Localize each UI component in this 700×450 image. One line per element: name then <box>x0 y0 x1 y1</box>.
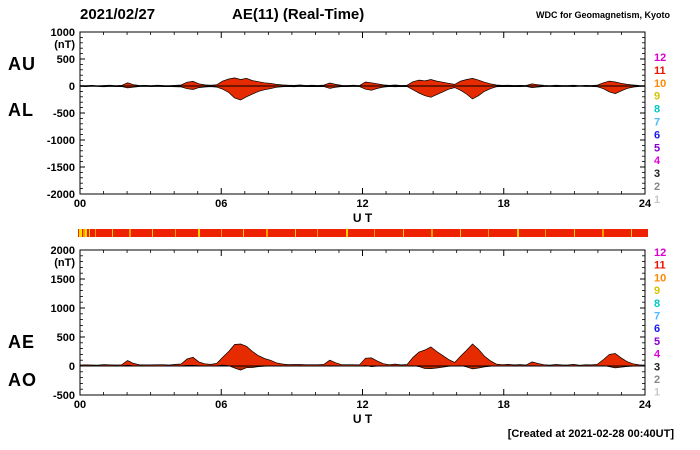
station-number-10: 10 <box>654 272 666 284</box>
station-number-2: 2 <box>654 181 660 193</box>
station-number-2: 2 <box>654 374 660 386</box>
station-number-8: 8 <box>654 298 660 310</box>
station-number-5: 5 <box>654 142 660 154</box>
x-tick-label: 12 <box>356 399 368 411</box>
trace-line-au <box>79 77 646 87</box>
label-al: AL <box>8 100 34 120</box>
availability-fleck <box>82 229 85 237</box>
station-number-4: 4 <box>654 349 661 361</box>
availability-fleck <box>431 229 434 237</box>
organization-credit: WDC for Geomagnetism, Kyoto <box>535 10 670 20</box>
y-tick-label: 0 <box>69 361 75 373</box>
y-tick-label: 500 <box>57 332 75 344</box>
station-number-7: 7 <box>654 311 660 323</box>
availability-fleck <box>243 229 245 237</box>
label-au: AU <box>8 54 36 74</box>
station-number-6: 6 <box>654 323 660 335</box>
station-number-11: 11 <box>654 65 666 77</box>
x-tick-label: 00 <box>74 399 86 411</box>
x-axis-label: U T <box>353 211 373 225</box>
y-axis-unit: (nT) <box>54 39 75 51</box>
availability-fleck <box>294 229 296 237</box>
y-tick-label: -2000 <box>47 189 75 201</box>
x-tick-label: 24 <box>639 399 652 411</box>
y-tick-label: 500 <box>57 54 75 66</box>
y-axis-unit: (nT) <box>54 257 75 269</box>
trace-line-al <box>79 85 646 101</box>
x-tick-label: 18 <box>498 198 510 210</box>
availability-fleck <box>220 229 222 237</box>
trace-line-ae <box>79 343 646 366</box>
y-tick-label: -500 <box>53 108 75 120</box>
availability-fleck <box>89 229 91 237</box>
station-number-12: 12 <box>654 247 666 259</box>
trace-band-fill <box>80 77 645 100</box>
y-tick-label: -1500 <box>47 162 75 174</box>
x-tick-label: 00 <box>74 198 86 210</box>
station-number-9: 9 <box>654 285 660 297</box>
label-ao: AO <box>8 370 37 390</box>
y-tick-label: 1000 <box>51 27 75 39</box>
station-number-1: 1 <box>654 194 660 206</box>
availability-fleck <box>197 229 200 237</box>
availability-fleck <box>459 229 461 237</box>
x-tick-label: 24 <box>639 198 652 210</box>
station-number-9: 9 <box>654 91 660 103</box>
x-tick-label: 06 <box>215 399 227 411</box>
availability-fleck <box>602 229 605 237</box>
trace-fill-ae <box>80 344 645 366</box>
availability-fleck <box>95 229 97 237</box>
x-axis-label: U T <box>353 412 373 426</box>
x-tick-label: 12 <box>356 198 368 210</box>
station-number-12: 12 <box>654 52 666 64</box>
availability-fleck <box>79 229 83 237</box>
x-tick-label: 18 <box>498 399 510 411</box>
availability-fleck <box>545 229 547 237</box>
availability-fleck <box>516 229 519 237</box>
availability-fleck <box>152 229 154 237</box>
availability-fleck <box>573 229 575 237</box>
station-number-3: 3 <box>654 361 660 373</box>
y-tick-label: 2000 <box>51 245 75 257</box>
y-tick-label: 1000 <box>51 303 75 315</box>
trace-line-ao <box>79 364 645 371</box>
station-number-6: 6 <box>654 129 660 141</box>
station-number-10: 10 <box>654 78 666 90</box>
station-number-8: 8 <box>654 104 660 116</box>
label-ae: AE <box>8 332 36 352</box>
y-tick-label: 0 <box>69 81 75 93</box>
station-number-11: 11 <box>654 260 666 272</box>
y-tick-label: -500 <box>53 390 75 402</box>
station-number-1: 1 <box>654 387 660 399</box>
station-number-4: 4 <box>654 155 661 167</box>
availability-fleck <box>174 229 176 237</box>
availability-fleck <box>374 229 376 237</box>
station-number-5: 5 <box>654 336 660 348</box>
y-tick-label: -1000 <box>47 135 75 147</box>
plot-date: 2021/02/27 <box>80 6 156 23</box>
availability-fleck <box>488 229 490 237</box>
station-number-7: 7 <box>654 117 660 129</box>
station-number-3: 3 <box>654 168 660 180</box>
availability-fleck <box>266 229 269 237</box>
x-tick-label: 06 <box>215 198 227 210</box>
availability-fleck <box>402 229 404 237</box>
availability-fleck <box>630 229 632 237</box>
availability-fleck <box>85 229 88 237</box>
y-tick-label: 1500 <box>51 274 75 286</box>
created-at-note: [Created at 2021-02-28 00:40UT] <box>507 428 674 440</box>
availability-fleck <box>112 229 114 237</box>
plot-frame <box>79 249 646 396</box>
plot-title: AE(11) (Real-Time) <box>232 6 365 23</box>
station-data-availability-bar <box>78 229 648 237</box>
availability-fleck <box>129 229 132 237</box>
availability-fleck <box>345 229 348 237</box>
plot-frame <box>79 31 646 195</box>
availability-fleck <box>317 229 319 237</box>
